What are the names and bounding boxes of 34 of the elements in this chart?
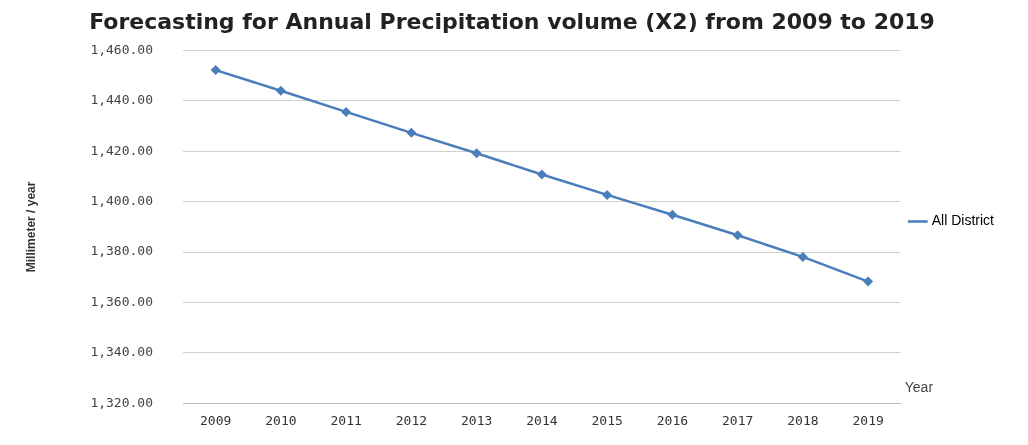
y-tick-label: 1,400.00 [90, 193, 154, 209]
y-tick-label: 1,360.00 [90, 293, 154, 309]
point [863, 276, 874, 287]
point [732, 230, 743, 241]
chart-title: Forecasting for Annual Precipitation volume (X2) from 2009 to 2019 [89, 8, 935, 34]
y-axis-title: Millimeter / year [23, 181, 38, 273]
x-tick-label: 2010 [265, 412, 297, 428]
point [602, 189, 613, 200]
point [471, 148, 482, 159]
point [797, 251, 808, 262]
x-tick-label: 2018 [787, 412, 819, 428]
x-tick-label: 2017 [721, 412, 754, 428]
x-tick-label: 2014 [526, 412, 558, 428]
x-tick-label: 2012 [395, 412, 428, 428]
legend-label: All District [931, 212, 995, 229]
y-tick-label: 1,440.00 [90, 92, 154, 108]
point [536, 169, 547, 180]
point [667, 209, 678, 220]
x-tick-label: 2015 [591, 412, 623, 428]
y-tick-label: 1,320.00 [90, 394, 154, 410]
x-tick-label: 2016 [656, 412, 689, 428]
y-tick-label: 1,460.00 [90, 41, 154, 57]
point [406, 127, 417, 138]
x-tick-label: 2019 [852, 412, 884, 428]
y-tick-label: 1,420.00 [90, 142, 154, 158]
x-axis-title: Year [904, 379, 934, 396]
point [275, 85, 286, 96]
point [210, 65, 221, 76]
y-tick-label: 1,340.00 [90, 344, 154, 360]
y-tick-label: 1,380.00 [90, 243, 154, 259]
x-tick-label: 2013 [460, 412, 493, 428]
x-tick-label: 2009 [199, 412, 232, 428]
point [341, 106, 352, 117]
x-tick-label: 2011 [330, 412, 362, 428]
